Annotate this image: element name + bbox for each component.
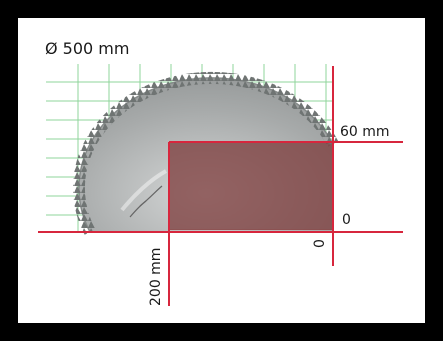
cut-area	[169, 142, 333, 230]
zero-position-label: 0	[312, 239, 328, 248]
saw-blade-cut-diagram: Ø 500 mm 60 mm 0 0 200 mm	[38, 39, 403, 306]
zero-height-label: 0	[342, 212, 351, 228]
diameter-label: Ø 500 mm	[45, 39, 129, 58]
diagram-panel: Ø 500 mm 60 mm 0 0 200 mm	[18, 18, 425, 323]
cut-height-label: 60 mm	[340, 124, 390, 140]
cut-width-label: 200 mm	[148, 248, 164, 306]
guide-lines	[38, 66, 403, 306]
